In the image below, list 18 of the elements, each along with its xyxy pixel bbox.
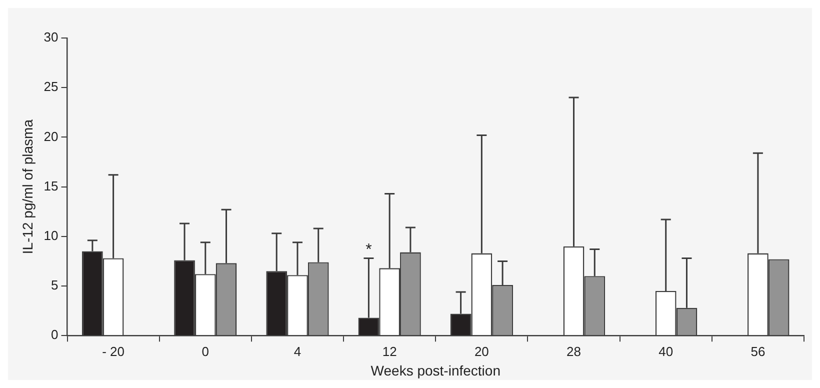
y-axis-title: IL-12 pg/ml of plasma (19, 119, 36, 254)
x-tick-label: 0 (202, 344, 210, 359)
y-tick-label: 5 (51, 278, 58, 293)
annotation: * (366, 241, 372, 258)
x-tick-label: 28 (566, 344, 582, 359)
y-tick-label: 25 (44, 79, 58, 94)
y-tick-label: 30 (44, 30, 58, 45)
x-axis-title: Weeks post-infection (370, 362, 500, 378)
x-tick-label: - 20 (102, 344, 125, 359)
y-tick-label: 0 (51, 327, 58, 342)
x-tick-label: 4 (294, 344, 302, 359)
x-tick-label: 56 (750, 344, 766, 359)
y-tick-label: 10 (44, 228, 58, 243)
x-tick-label: 12 (382, 344, 397, 359)
y-tick-label: 15 (44, 178, 58, 194)
x-tick-label: 20 (474, 344, 489, 359)
x-tick-label: 40 (658, 344, 674, 359)
y-tick-label: 20 (44, 128, 58, 144)
